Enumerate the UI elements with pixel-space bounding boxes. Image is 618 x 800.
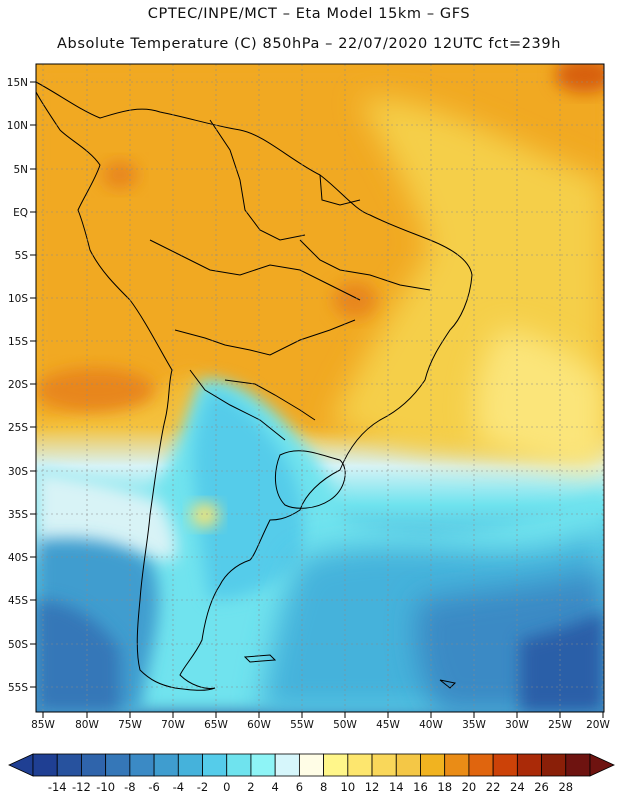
- colorbar-cell: [56, 753, 82, 777]
- colorbar-cell: [371, 753, 397, 777]
- lat-label: EQ: [13, 207, 28, 219]
- lon-label: 85W: [31, 719, 55, 731]
- colorbar-cell: [105, 753, 131, 777]
- lon-label: 50W: [333, 719, 357, 731]
- lon-label: 25W: [548, 719, 572, 731]
- colorbar-tick-label: 14: [389, 780, 404, 794]
- lon-label: 65W: [204, 719, 228, 731]
- colorbar-cell: [226, 753, 252, 777]
- lat-label: 5S: [15, 250, 29, 262]
- colorbar-cell: [420, 753, 446, 777]
- lat-label: 35S: [8, 509, 28, 521]
- longitude-axis: 85W 80W 75W 70W 65W 60W 55W 50W 45W 40W …: [31, 712, 610, 731]
- colorbar-tick-label: -14: [48, 780, 67, 794]
- colorbar-cell: [444, 753, 470, 777]
- colorbar-tick-label: -12: [72, 780, 91, 794]
- lat-label: 25S: [8, 422, 28, 434]
- colorbar-tick-label: 24: [510, 780, 525, 794]
- colorbar-arrow-right: [589, 753, 615, 777]
- lon-label: 20W: [586, 719, 610, 731]
- map-title-line1: CPTEC/INPE/MCT – Eta Model 15km – GFS: [147, 6, 471, 22]
- colorbar-tick-label: 16: [413, 780, 428, 794]
- temperature-field: [36, 64, 604, 712]
- lon-label: 70W: [161, 719, 185, 731]
- colorbar-tick-label: 4: [272, 780, 279, 794]
- colorbar-cell: [516, 753, 542, 777]
- colorbar-cell: [177, 753, 203, 777]
- latitude-axis: 15N 10N 5N EQ 5S 10S 15S 20S 25S 30S 35S…: [7, 77, 36, 694]
- colorbar-cell: [298, 753, 325, 777]
- lon-label: 35W: [462, 719, 486, 731]
- colorbar-tick-label: 6: [296, 780, 303, 794]
- lat-label: 55S: [8, 682, 28, 694]
- lon-label: 75W: [118, 719, 142, 731]
- lon-label: 60W: [247, 719, 271, 731]
- lat-label: 15N: [7, 77, 28, 89]
- colorbar-cell: [153, 753, 179, 777]
- colorbar-cell: [32, 753, 58, 777]
- colorbar-cell: [129, 753, 155, 777]
- colorbar-cell: [492, 753, 518, 777]
- lat-label: 15S: [8, 336, 28, 348]
- map-title-line2: Absolute Temperature (C) 850hPa – 22/07/…: [57, 36, 561, 52]
- colorbar-tick-label: -6: [148, 780, 159, 794]
- lat-label: 50S: [8, 639, 28, 651]
- colorbar-cell: [541, 753, 567, 777]
- colorbar-tick-label: 26: [534, 780, 549, 794]
- lon-label: 30W: [505, 719, 529, 731]
- colorbar-tick-label: -10: [96, 780, 115, 794]
- lon-label: 45W: [376, 719, 400, 731]
- colorbar-tick-label: 0: [223, 780, 230, 794]
- colorbar-cell: [202, 753, 228, 777]
- colorbar-tick-label: -2: [197, 780, 208, 794]
- colorbar-tick-label: 2: [247, 780, 254, 794]
- colorbar-tick-label: 22: [486, 780, 501, 794]
- lat-label: 5N: [13, 164, 28, 176]
- lat-label: 10N: [7, 120, 28, 132]
- colorbar-arrow-left: [8, 753, 34, 777]
- lat-label: 20S: [8, 379, 28, 391]
- colorbar: -14 -12 -10 -8 -6 -4 -2 0 2 4 6 8 10 12 14 16 18 20 22 24 26…: [8, 753, 615, 794]
- lat-label: 10S: [8, 293, 28, 305]
- lon-label: 40W: [419, 719, 443, 731]
- colorbar-cell: [565, 753, 591, 777]
- colorbar-cell: [468, 753, 494, 777]
- colorbar-cell: [395, 753, 421, 777]
- colorbar-tick-label: 12: [365, 780, 380, 794]
- lat-label: 45S: [8, 595, 28, 607]
- colorbar-tick-label: 20: [462, 780, 477, 794]
- colorbar-tick-label: 18: [437, 780, 452, 794]
- map-frame: [35, 63, 605, 713]
- colorbar-tick-label: 8: [320, 780, 327, 794]
- coastline-outlines: [36, 81, 473, 691]
- lon-label: 55W: [290, 719, 314, 731]
- colorbar-tick-label: -4: [173, 780, 184, 794]
- colorbar-cell: [81, 753, 107, 777]
- colorbar-cell: [250, 753, 276, 777]
- colorbar-cell: [347, 753, 373, 777]
- lat-label: 40S: [8, 552, 28, 564]
- colorbar-tick-label: -8: [124, 780, 135, 794]
- colorbar-tick-label: 10: [341, 780, 356, 794]
- lon-label: 80W: [75, 719, 99, 731]
- colorbar-tick-label: 28: [558, 780, 573, 794]
- lat-label: 30S: [8, 466, 28, 478]
- colorbar-cell: [274, 753, 300, 777]
- colorbar-cell: [323, 753, 349, 777]
- grid-lines: [36, 64, 604, 712]
